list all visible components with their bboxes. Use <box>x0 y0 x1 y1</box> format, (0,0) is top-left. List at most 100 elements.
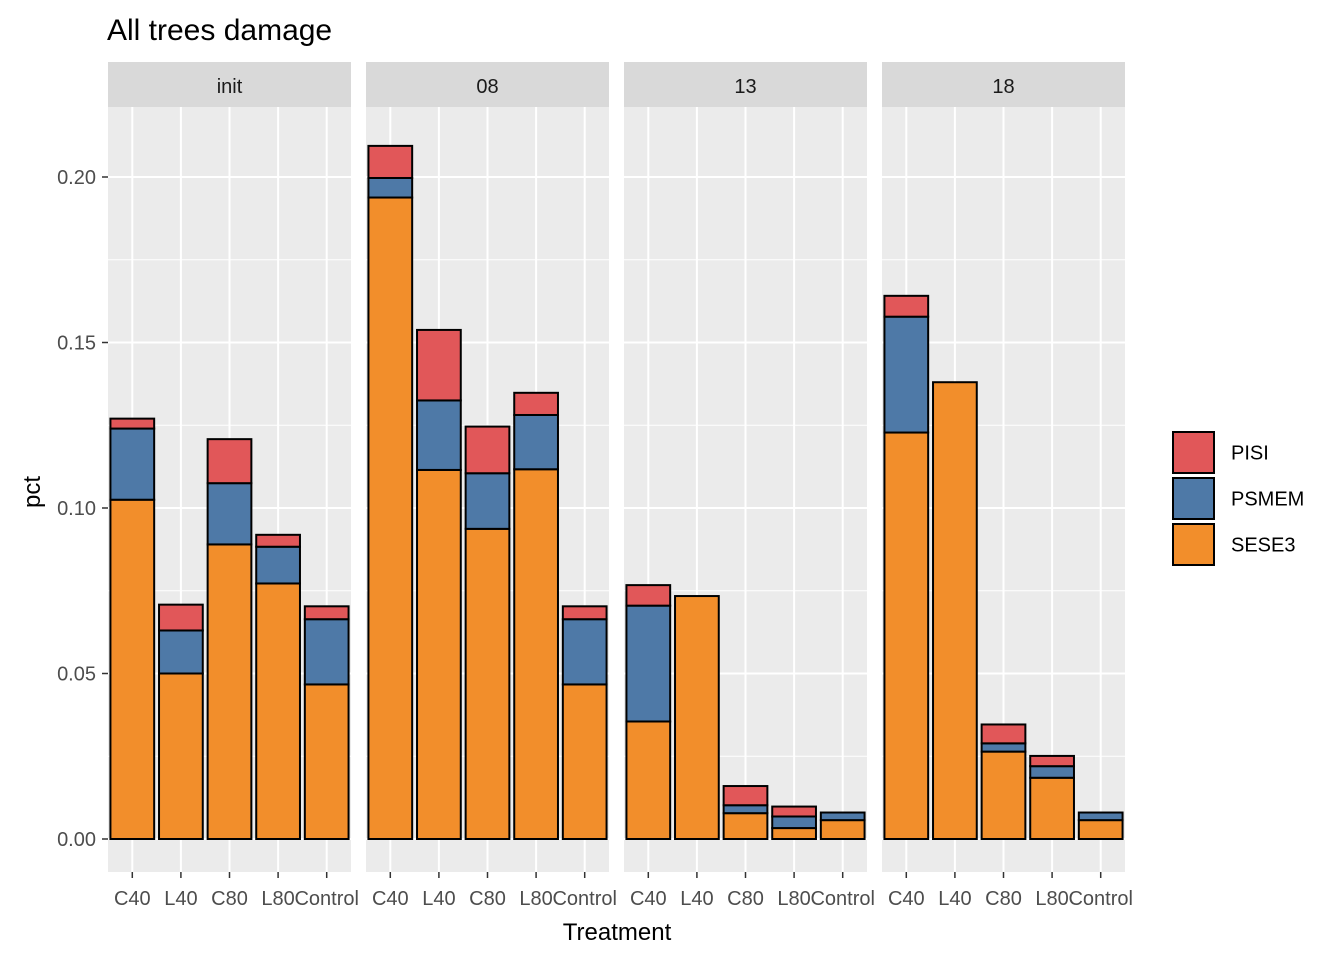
bar-13-L40-SESE3 <box>674 595 720 841</box>
facet-strip <box>882 62 1125 107</box>
y-tick-label: 0.00 <box>57 829 96 851</box>
facet-strip <box>108 62 351 107</box>
y-tick-label: 0.15 <box>57 333 96 355</box>
x-tick-label: Control <box>294 888 358 910</box>
facet-strip-label: 08 <box>476 76 498 98</box>
facet-panel-18: 18 C40 L40 C80 L80 Control <box>882 62 1133 910</box>
bar-init-L40-PSMEM <box>158 629 204 675</box>
x-tick-label: C80 <box>469 888 506 910</box>
bar-08-Control-PISI <box>561 605 608 621</box>
legend-label-PISI: PISI <box>1231 443 1269 465</box>
facet-panel-08: 08 C40 L40 C80 L80 Control <box>366 62 617 910</box>
bar-init-Control-SESE3 <box>303 683 350 840</box>
bar-init-L80-PSMEM <box>255 545 301 585</box>
x-tick-label: L40 <box>164 888 197 910</box>
x-tick-label: L80 <box>777 888 810 910</box>
chart-title: All trees damage <box>107 14 332 47</box>
bar-08-Control-SESE3 <box>561 683 608 840</box>
bar-init-L80-PISI <box>255 533 301 548</box>
bar-08-L40-PSMEM <box>416 399 462 471</box>
bar-18-Control-SESE3 <box>1077 819 1124 840</box>
bar-init-Control-PISI <box>303 605 350 621</box>
bar-init-C80-PSMEM <box>206 482 253 546</box>
bar-init-L80-SESE3 <box>255 582 301 841</box>
bar-13-L80-PSMEM <box>771 815 817 830</box>
x-tick-label: L40 <box>422 888 455 910</box>
bar-08-C80-SESE3 <box>464 527 511 841</box>
bar-18-C40-PISI <box>883 294 930 318</box>
bar-08-C40-PISI <box>367 144 414 179</box>
bar-18-L80-PISI <box>1029 754 1075 768</box>
bar-init-C80-PISI <box>206 438 253 485</box>
bar-init-C80-SESE3 <box>206 543 253 840</box>
x-tick-label: L80 <box>261 888 294 910</box>
x-tick-label: C40 <box>630 888 667 910</box>
facet-panel-13: 13 C40 L40 C80 L80 Control <box>624 62 875 910</box>
x-tick-label: C80 <box>211 888 248 910</box>
y-tick-label: 0.05 <box>57 664 96 686</box>
legend-swatch-PSMEM <box>1172 477 1215 520</box>
bar-13-C40-SESE3 <box>625 720 672 840</box>
x-tick-label: L80 <box>1035 888 1068 910</box>
bar-18-Control-PSMEM <box>1077 811 1124 822</box>
bar-08-L80-SESE3 <box>513 468 559 840</box>
y-axis-label: pct <box>19 476 46 508</box>
x-axis-label: Treatment <box>563 919 672 946</box>
bar-13-C40-PISI <box>625 584 672 607</box>
bar-08-C40-SESE3 <box>367 196 414 841</box>
x-tick-label: Control <box>552 888 616 910</box>
x-tick-label: C80 <box>985 888 1022 910</box>
bar-init-Control-PSMEM <box>303 618 350 686</box>
bar-08-L80-PISI <box>513 391 559 416</box>
bar-18-C80-PSMEM <box>980 742 1027 753</box>
bar-init-C40-PISI <box>109 417 156 430</box>
facet-strip-label: 18 <box>992 76 1014 98</box>
bar-13-C40-PSMEM <box>625 604 672 723</box>
bar-08-L40-PISI <box>416 328 462 402</box>
bar-13-L80-SESE3 <box>771 827 817 841</box>
bar-13-L80-PISI <box>771 805 817 818</box>
bar-18-C80-PISI <box>980 723 1027 745</box>
facet-strip <box>624 62 867 107</box>
x-tick-label: C40 <box>114 888 151 910</box>
bar-08-L40-SESE3 <box>416 468 462 840</box>
bar-08-C80-PISI <box>464 425 511 475</box>
bar-13-Control-SESE3 <box>819 819 866 840</box>
x-tick-label: C40 <box>372 888 409 910</box>
bar-18-C40-PSMEM <box>883 315 930 434</box>
bar-18-C40-SESE3 <box>883 431 930 840</box>
y-axis: 0.00 0.05 0.10 0.15 0.20 <box>57 167 108 851</box>
bar-08-Control-PSMEM <box>561 618 608 686</box>
x-tick-label: C80 <box>727 888 764 910</box>
bar-init-C40-SESE3 <box>109 498 156 840</box>
bar-18-L40-SESE3 <box>932 381 978 840</box>
legend-label-PSMEM: PSMEM <box>1231 489 1304 511</box>
bar-13-C80-SESE3 <box>722 812 769 841</box>
bar-08-C80-PSMEM <box>464 472 511 530</box>
facet-strip-label: 13 <box>734 76 756 98</box>
bar-18-L80-SESE3 <box>1029 776 1075 841</box>
x-tick-label: C40 <box>888 888 925 910</box>
x-tick-label: L80 <box>519 888 552 910</box>
facet-panel-init: init C40 L40 C80 L80 Control <box>108 62 359 910</box>
y-tick-label: 0.10 <box>57 498 96 520</box>
bar-18-C80-SESE3 <box>980 750 1027 841</box>
bar-init-L40-SESE3 <box>158 672 204 840</box>
y-tick-label: 0.20 <box>57 167 96 189</box>
bar-init-C40-PSMEM <box>109 427 156 501</box>
x-tick-label: Control <box>810 888 874 910</box>
bar-08-L80-PSMEM <box>513 413 559 471</box>
legend-swatch-SESE3 <box>1172 523 1215 566</box>
x-tick-label: L40 <box>938 888 971 910</box>
facet-strip <box>366 62 609 107</box>
legend-swatch-PISI <box>1172 431 1215 474</box>
facet-strip-label: init <box>217 76 243 98</box>
x-tick-label: Control <box>1068 888 1132 910</box>
bar-13-C80-PISI <box>722 785 769 807</box>
bar-08-C40-PSMEM <box>367 176 414 199</box>
bar-18-L80-PSMEM <box>1029 765 1075 779</box>
legend-label-SESE3: SESE3 <box>1231 535 1295 557</box>
bar-13-C80-PSMEM <box>722 804 769 815</box>
